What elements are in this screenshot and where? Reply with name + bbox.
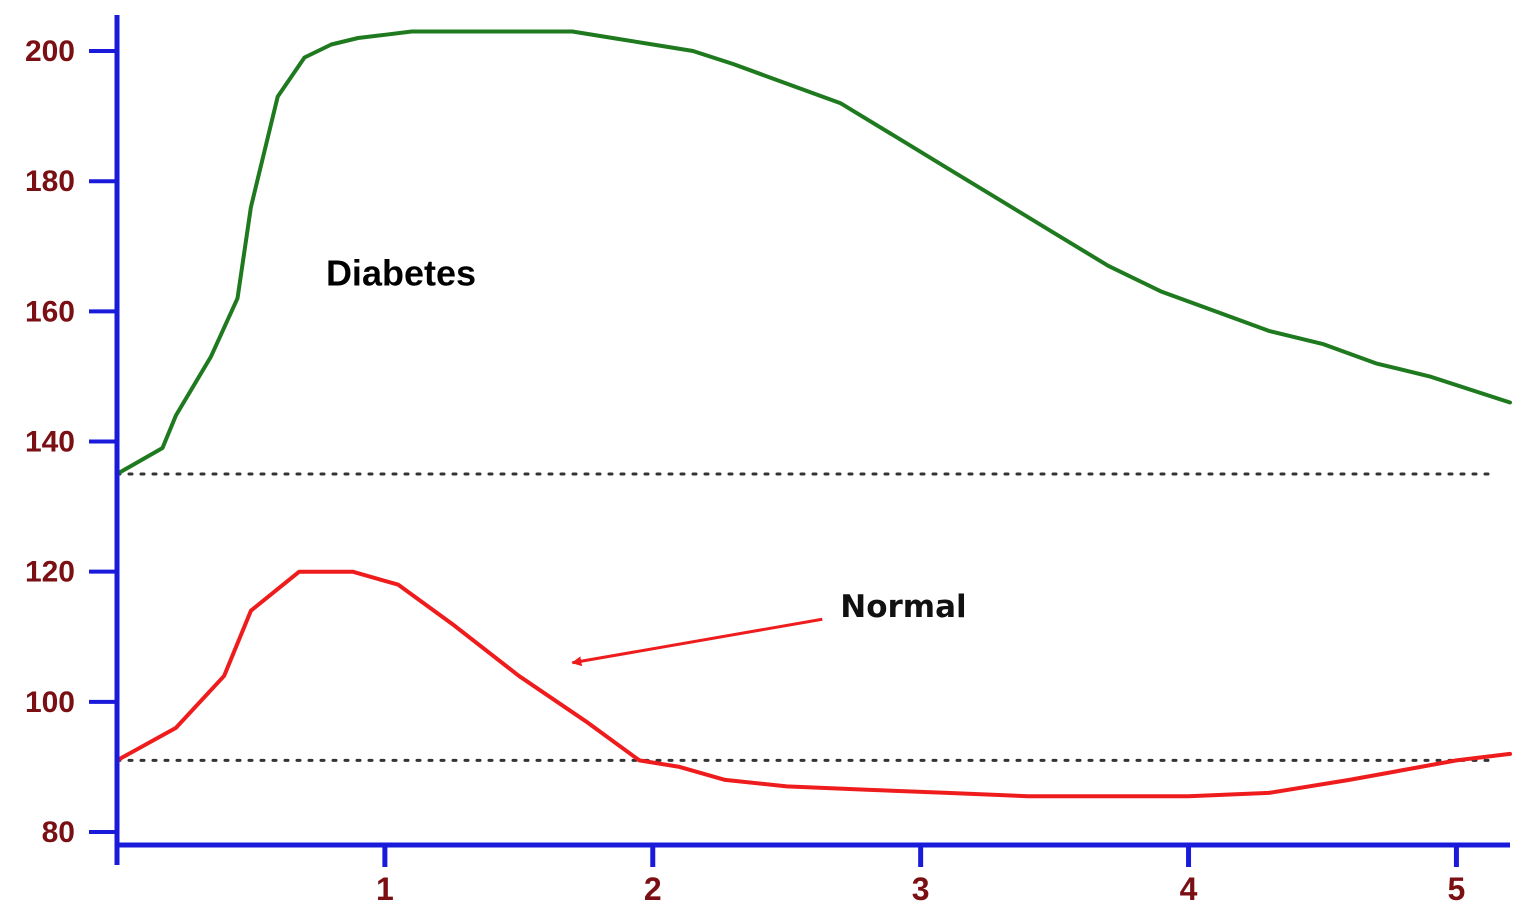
y-tick-label-120: 120 (25, 556, 75, 589)
x-tick-label-2: 2 (644, 871, 662, 906)
y-tick-label-100: 100 (25, 686, 75, 719)
series-line-normal (115, 569, 1512, 799)
series-label-normal: Normal (840, 589, 966, 625)
x-tick-label-4: 4 (1180, 871, 1198, 906)
y-tick-label-180: 180 (25, 165, 75, 198)
series-label-diabetes: Diabetes (326, 252, 476, 293)
x-tick-label-5: 5 (1448, 871, 1466, 906)
y-tick-label-200: 200 (25, 35, 75, 68)
diabetes-label-background (310, 233, 501, 309)
x-tick-label-1: 1 (376, 871, 394, 906)
y-tick-label-80: 80 (42, 816, 75, 849)
normal-annotation-arrow (571, 617, 823, 667)
x-tick-label-3: 3 (912, 871, 930, 906)
y-tick-label-160: 160 (25, 295, 75, 328)
y-tick-label-140: 140 (25, 426, 75, 459)
series-line-diabetes (115, 29, 1512, 476)
